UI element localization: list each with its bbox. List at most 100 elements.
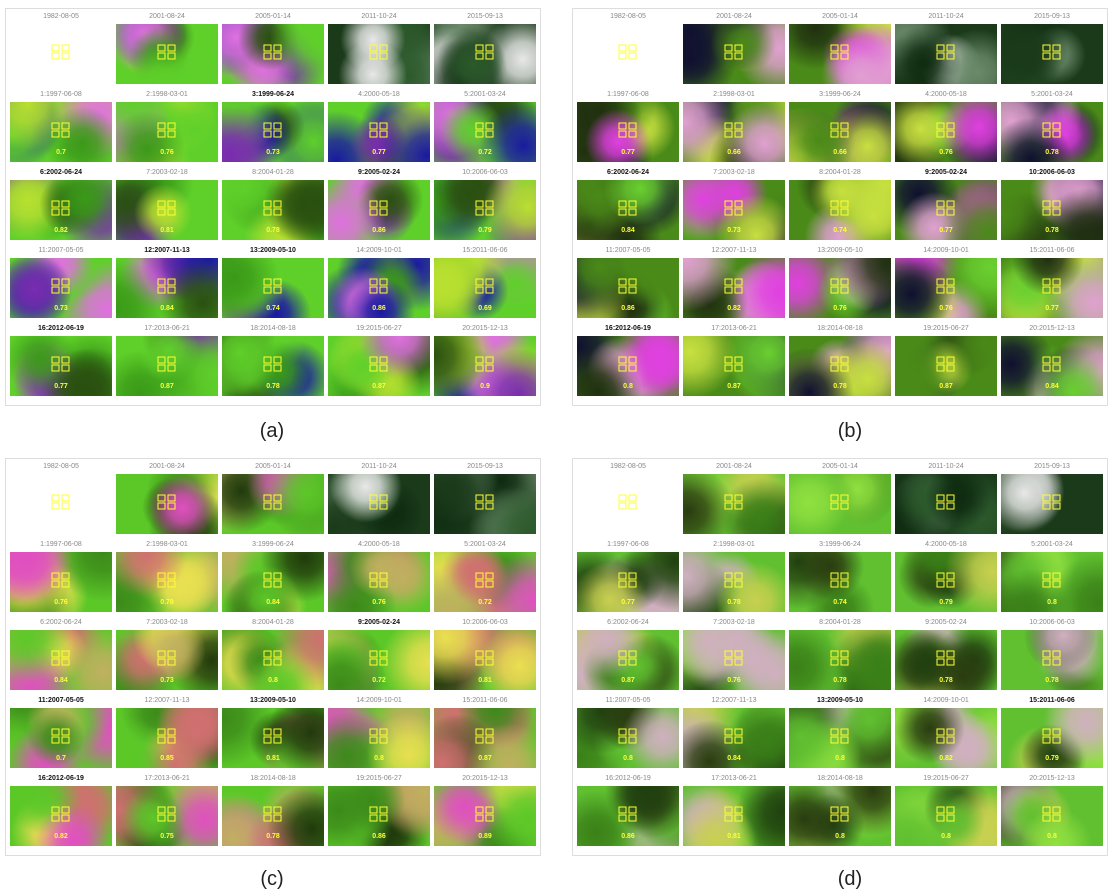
marker-square bbox=[629, 581, 636, 587]
marker-square bbox=[1043, 651, 1050, 657]
marker-square bbox=[947, 495, 954, 501]
marker-square bbox=[1043, 123, 1050, 129]
patch-image: 0.89 bbox=[434, 786, 536, 846]
patch-image: 0.73 bbox=[116, 630, 218, 690]
marker-square bbox=[831, 659, 838, 665]
marker-square bbox=[735, 581, 742, 587]
marker-square bbox=[619, 807, 626, 813]
patch-label: 17:2013-06-21 bbox=[115, 323, 219, 335]
marker-square bbox=[725, 365, 732, 371]
marker-square bbox=[62, 287, 69, 293]
patch-score: 0.76 bbox=[789, 305, 891, 312]
marker-square bbox=[841, 131, 848, 137]
marker-square bbox=[841, 581, 848, 587]
patch-label: 15:2011-06-06 bbox=[1000, 245, 1104, 257]
patch-score: 0.87 bbox=[116, 383, 218, 390]
patch-label: 20:2015-12-13 bbox=[433, 773, 537, 785]
reference-cell: 2011-10-24 bbox=[894, 461, 998, 537]
marker-square bbox=[158, 729, 165, 735]
marker-square bbox=[947, 503, 954, 509]
patch-score: 0.8 bbox=[577, 755, 679, 762]
marker-square bbox=[62, 201, 69, 207]
marker-square bbox=[947, 53, 954, 59]
date-label: 2015-09-13 bbox=[433, 461, 537, 473]
patch-label: 15:2011-06-06 bbox=[1000, 695, 1104, 707]
marker-square bbox=[831, 581, 838, 587]
sample-marker bbox=[936, 44, 956, 60]
sample-marker bbox=[51, 200, 71, 216]
sample-marker bbox=[263, 278, 283, 294]
marker-square bbox=[370, 729, 377, 735]
marker-square bbox=[370, 131, 377, 137]
marker-square bbox=[619, 503, 626, 509]
marker-square bbox=[274, 659, 281, 665]
sample-marker bbox=[1042, 494, 1062, 510]
patch-score: 0.77 bbox=[10, 383, 112, 390]
marker-square bbox=[725, 209, 732, 215]
sample-marker bbox=[263, 44, 283, 60]
marker-square bbox=[1043, 45, 1050, 51]
marker-square bbox=[937, 209, 944, 215]
marker-square bbox=[735, 131, 742, 137]
marker-square bbox=[168, 365, 175, 371]
marker-square bbox=[841, 45, 848, 51]
patch-label: 6:2002-06-24 bbox=[576, 167, 680, 179]
patch-label: 17:2013-06-21 bbox=[115, 773, 219, 785]
marker-square bbox=[370, 287, 377, 293]
marker-square bbox=[619, 729, 626, 735]
marker-square bbox=[725, 503, 732, 509]
marker-square bbox=[52, 737, 59, 743]
reference-image bbox=[895, 24, 997, 84]
patch-label: 4:2000-05-18 bbox=[327, 539, 431, 551]
marker-square bbox=[158, 53, 165, 59]
marker-square bbox=[629, 201, 636, 207]
sample-marker bbox=[263, 122, 283, 138]
patch-score: 0.75 bbox=[116, 833, 218, 840]
sample-marker bbox=[157, 356, 177, 372]
patch-label: 19:2015-06-27 bbox=[327, 323, 431, 335]
marker-square bbox=[274, 209, 281, 215]
marker-square bbox=[380, 209, 387, 215]
patch-score: 0.69 bbox=[434, 305, 536, 312]
marker-square bbox=[947, 201, 954, 207]
patch-image: 0.78 bbox=[895, 630, 997, 690]
sample-marker bbox=[618, 200, 638, 216]
reference-cell: 2011-10-24 bbox=[894, 11, 998, 87]
marker-square bbox=[619, 279, 626, 285]
sample-marker bbox=[369, 728, 389, 744]
patch-cell: 17:2013-06-21 0.87 bbox=[115, 323, 219, 399]
marker-square bbox=[486, 651, 493, 657]
marker-square bbox=[274, 737, 281, 743]
marker-square bbox=[937, 287, 944, 293]
patch-image: 0.78 bbox=[222, 336, 324, 396]
patch-image: 0.73 bbox=[10, 258, 112, 318]
marker-square bbox=[629, 495, 636, 501]
marker-square bbox=[158, 209, 165, 215]
patch-score: 0.8 bbox=[789, 755, 891, 762]
patch-label: 19:2015-06-27 bbox=[894, 773, 998, 785]
patch-label: 13:2009-05-10 bbox=[221, 695, 325, 707]
marker-square bbox=[486, 45, 493, 51]
marker-square bbox=[947, 357, 954, 363]
marker-square bbox=[264, 45, 271, 51]
reference-image bbox=[116, 474, 218, 534]
sample-marker bbox=[1042, 200, 1062, 216]
marker-square bbox=[831, 573, 838, 579]
reference-cell: 2001-08-24 bbox=[682, 461, 786, 537]
marker-square bbox=[168, 279, 175, 285]
marker-square bbox=[168, 581, 175, 587]
marker-square bbox=[380, 573, 387, 579]
patch-image: 0.84 bbox=[1001, 336, 1103, 396]
marker-square bbox=[735, 53, 742, 59]
